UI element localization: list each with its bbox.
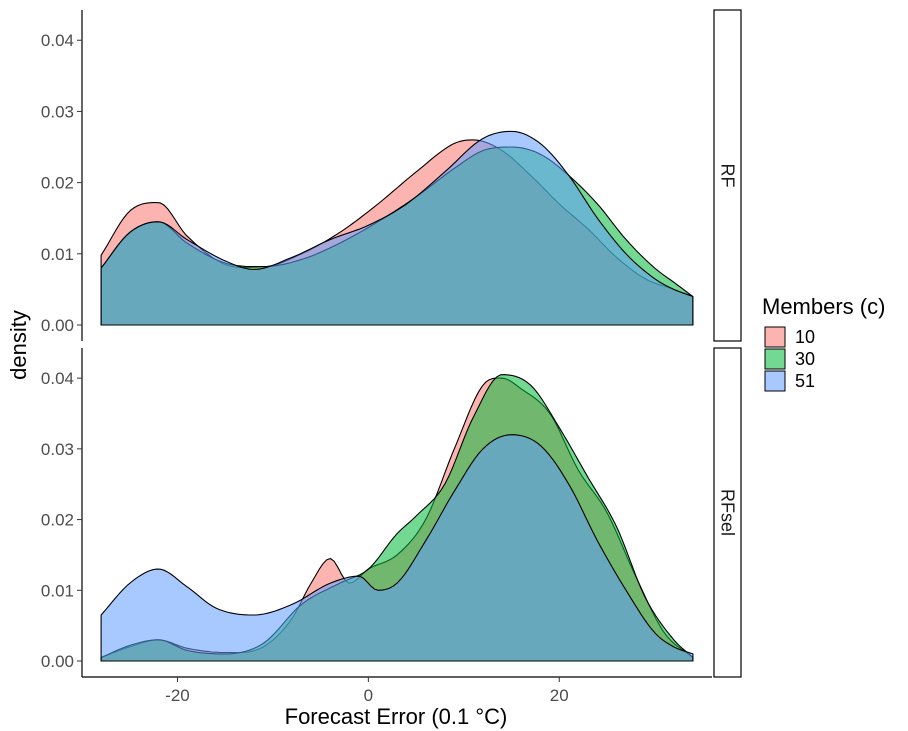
legend-key-10 [764, 326, 786, 348]
y-tick-label: 0.01 [41, 245, 74, 264]
y-tick-label: 0.00 [41, 316, 74, 335]
legend-label-30: 30 [795, 349, 815, 369]
y-tick-label: 0.02 [41, 174, 74, 193]
facet-strip-label: RFsel [718, 489, 738, 536]
y-tick-label: 0.03 [41, 102, 74, 121]
facet-panels: 0.000.010.020.030.04RF0.000.010.020.030.… [41, 9, 742, 705]
legend-key-30 [764, 348, 786, 370]
facet-strip [713, 347, 742, 678]
density-area-51 [100, 434, 694, 662]
x-tick-label: -20 [165, 686, 190, 705]
facet-panel-rf: 0.00 0.01 0.02 0.03 0.04 RF [41, 9, 742, 342]
x-axis: -20 0 20 [82, 676, 712, 705]
y-tick-label: 0.02 [41, 511, 74, 530]
y-tick-label: 0.04 [41, 369, 74, 388]
facet-panel-rfsel: 0.00 0.01 0.02 0.03 0.04 RFsel [41, 347, 742, 678]
x-tick-label: 0 [364, 686, 373, 705]
y-tick-label: 0.00 [41, 652, 74, 671]
density-area-51 [100, 130, 694, 326]
facet-strip-label: RF [718, 164, 738, 188]
y-tick-label: 0.01 [41, 581, 74, 600]
y-tick-label: 0.03 [41, 440, 74, 459]
y-tick-label: 0.04 [41, 31, 74, 50]
y-axis-title: density [6, 310, 31, 380]
legend-label-51: 51 [795, 371, 815, 391]
legend-key-51 [764, 370, 786, 392]
legend-title: Members (c) [762, 294, 885, 319]
x-axis-title: Forecast Error (0.1 °C) [285, 704, 508, 729]
x-tick-label: 20 [550, 686, 569, 705]
facet-strip [713, 9, 742, 342]
legend-label-10: 10 [795, 327, 815, 347]
